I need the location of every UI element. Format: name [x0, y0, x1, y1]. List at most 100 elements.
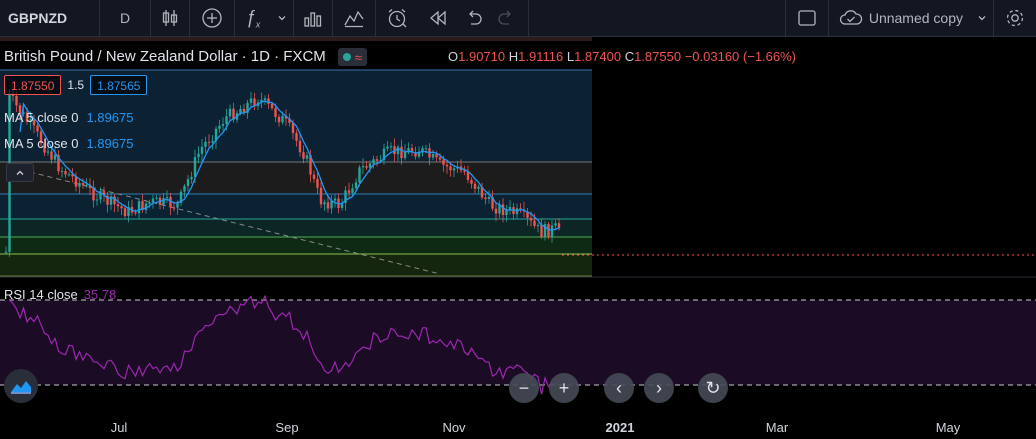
candle-body — [473, 183, 477, 189]
candle-body — [305, 155, 309, 159]
candle-body — [442, 159, 445, 165]
bar-style-button[interactable] — [151, 0, 189, 36]
candle-body — [270, 103, 274, 109]
toolbar-divider — [150, 0, 151, 36]
candle-body — [162, 197, 165, 205]
rsi-legend[interactable]: RSI 14 close 35.78 — [4, 287, 116, 302]
settings-button[interactable] — [994, 0, 1036, 36]
candle-body — [85, 184, 88, 186]
candle-body — [386, 146, 389, 149]
candle-body — [127, 206, 130, 217]
settings-icon — [1006, 9, 1024, 27]
candle-body — [298, 140, 302, 153]
candle-body — [106, 195, 109, 205]
candle-body — [498, 204, 501, 214]
candle-body — [284, 115, 288, 119]
templates-button[interactable] — [333, 0, 375, 36]
layout-menu-button[interactable] — [971, 0, 993, 36]
candle-body — [274, 108, 277, 117]
candle-body — [123, 208, 127, 217]
candle-body — [246, 102, 249, 113]
candle-body — [351, 188, 354, 193]
scroll-left-button[interactable]: ‹ — [604, 373, 634, 403]
buy-button[interactable]: 1.87565 — [90, 75, 148, 95]
symbol-title[interactable]: British Pound / New Zealand Dollar · 1D … — [0, 46, 330, 68]
reset-chart-button[interactable]: ↻ — [698, 373, 728, 403]
indicators-icon: ƒx — [245, 6, 261, 30]
top-toolbar: GBPNZD D ƒx Unnamed — [0, 0, 1036, 37]
rsi-value: 35.78 — [83, 287, 117, 302]
toolbar-divider — [234, 0, 235, 36]
compare-button[interactable] — [190, 0, 234, 36]
candle-body — [487, 196, 491, 200]
candle-body — [554, 223, 557, 226]
candle-body — [88, 184, 92, 188]
market-status[interactable]: ≈ — [337, 48, 367, 66]
ma-value: 1.89675 — [86, 136, 134, 151]
toolbar-divider — [375, 0, 376, 36]
candle-body — [480, 186, 484, 198]
layout-button[interactable]: Unnamed copy — [829, 0, 971, 36]
candle-body — [316, 178, 319, 188]
interval-button[interactable]: D — [119, 10, 131, 26]
candle-body — [491, 196, 494, 209]
ma-line — [19, 100, 560, 231]
indicators-menu-button[interactable] — [271, 0, 293, 36]
candle-body — [221, 124, 225, 126]
candle-body — [95, 199, 99, 201]
ma-legend-1[interactable]: MA 5 close 0 1.89675 — [4, 110, 133, 125]
candle-body — [550, 225, 554, 238]
candle-body — [53, 154, 57, 160]
candle-body — [253, 98, 256, 106]
candle-body — [46, 151, 50, 153]
replay-button[interactable] — [418, 0, 458, 36]
indicators-button[interactable]: ƒx — [235, 0, 271, 36]
candle-body — [71, 174, 74, 177]
sell-button[interactable]: 1.87550 — [4, 75, 62, 95]
fullscreen-button[interactable] — [786, 0, 828, 36]
candle-body — [109, 196, 113, 205]
zone-band — [0, 162, 592, 194]
reset-icon: ↻ — [705, 377, 721, 398]
candle-body — [134, 212, 137, 214]
rsi-label: RSI 14 close — [4, 287, 78, 302]
candle-body — [4, 251, 8, 253]
zone-lines — [0, 69, 592, 277]
zoom-out-button[interactable]: − — [509, 373, 539, 403]
financials-button[interactable] — [294, 0, 332, 36]
candle-body — [358, 167, 361, 183]
candle-body — [438, 157, 442, 160]
candle-body — [494, 208, 498, 214]
plus-icon: + — [558, 377, 570, 398]
candle-body — [421, 148, 424, 153]
candle-body — [144, 203, 148, 211]
candle-body — [291, 122, 295, 134]
candle-body — [466, 171, 470, 180]
undo-icon — [469, 10, 482, 25]
scroll-right-button[interactable]: › — [644, 373, 674, 403]
alert-button[interactable] — [376, 0, 418, 36]
candle-body — [228, 108, 232, 117]
candle-body — [43, 143, 46, 153]
candle-body — [309, 155, 312, 175]
candle-body — [344, 190, 347, 204]
symbol-legend: British Pound / New Zealand Dollar · 1D … — [0, 45, 367, 69]
layout-name: Unnamed copy — [868, 10, 963, 26]
legend-collapse-button[interactable] — [6, 163, 34, 182]
candle-body — [50, 151, 53, 160]
add-compare-icon — [202, 8, 222, 28]
rsi-band — [0, 300, 1036, 385]
symbol-search-button[interactable]: GBPNZD — [0, 0, 100, 36]
tradingview-logo[interactable] — [4, 369, 38, 403]
zoom-in-button[interactable]: + — [549, 373, 579, 403]
toolbar-divider — [332, 0, 333, 36]
ohlc-values: O1.90710 H1.91116 L1.87400 C1.87550 −0.0… — [448, 49, 796, 64]
ma-legend-2[interactable]: MA 5 close 0 1.89675 — [4, 136, 133, 151]
redo-button[interactable] — [490, 0, 522, 36]
candle-body — [15, 95, 18, 106]
candle-body — [64, 170, 67, 175]
time-label: Sep — [275, 420, 299, 435]
candle-body — [326, 202, 330, 209]
candle-body — [193, 157, 197, 177]
undo-button[interactable] — [458, 0, 490, 36]
